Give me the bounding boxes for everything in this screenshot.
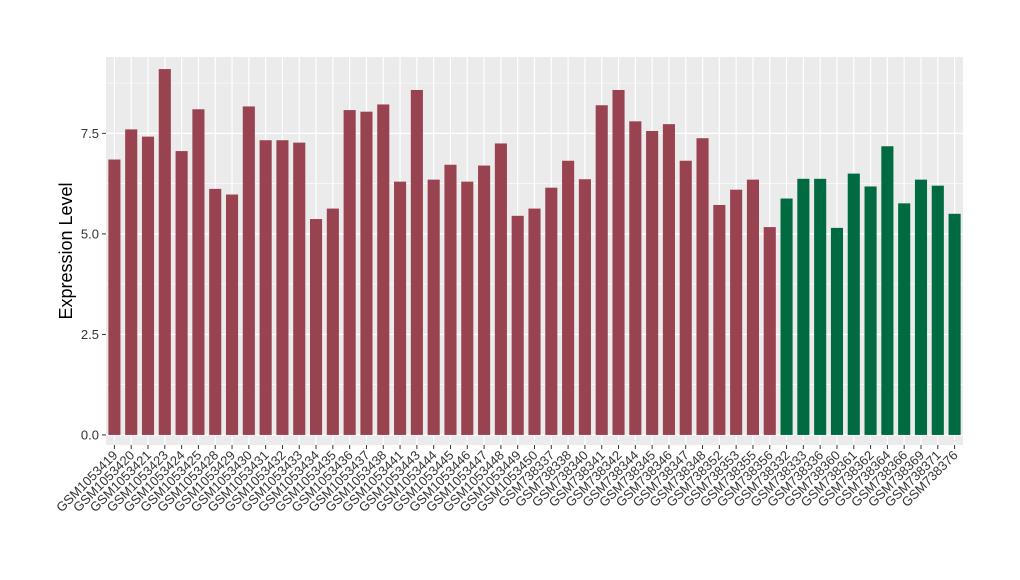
- bar: [360, 111, 373, 435]
- bar: [662, 124, 675, 435]
- bars: [108, 69, 961, 435]
- bar: [293, 142, 306, 435]
- bar: [276, 140, 289, 435]
- bar: [914, 179, 928, 435]
- y-axis: 0.0 2.5 5.0 7.5: [81, 126, 106, 442]
- bar: [427, 179, 440, 435]
- bar: [898, 203, 911, 435]
- bar: [175, 151, 188, 435]
- bar: [158, 69, 171, 435]
- bar: [444, 164, 457, 435]
- bar: [746, 179, 760, 435]
- bar: [259, 140, 272, 435]
- bar: [679, 160, 692, 435]
- bar: [612, 89, 625, 435]
- bar: [763, 227, 776, 435]
- bar: [343, 110, 356, 435]
- bar: [511, 215, 524, 435]
- y-tick-label: 7.5: [81, 126, 99, 141]
- bar: [192, 109, 205, 435]
- bar: [545, 187, 558, 435]
- bar: [646, 130, 659, 435]
- y-tick-label: 0.0: [81, 427, 99, 442]
- bar: [326, 208, 339, 435]
- bar: [377, 104, 390, 435]
- bar: [847, 173, 860, 435]
- bar: [309, 219, 323, 435]
- bar: [141, 136, 155, 435]
- bar: [797, 178, 810, 435]
- bar: [881, 146, 894, 435]
- bar: [478, 165, 491, 435]
- bar: [931, 185, 944, 435]
- bar: [394, 181, 407, 435]
- bar: [780, 198, 793, 435]
- bar: [242, 106, 255, 435]
- bar: [494, 143, 507, 435]
- bar: [108, 159, 121, 435]
- bar: [562, 160, 575, 435]
- bar: [814, 178, 827, 435]
- bar: [730, 189, 743, 435]
- bar: [864, 186, 877, 435]
- bar: [696, 138, 709, 435]
- bar: [578, 179, 591, 435]
- bar: [713, 204, 726, 435]
- bar: [629, 121, 642, 435]
- bar: [410, 89, 423, 435]
- bar: [209, 188, 222, 435]
- bar: [528, 208, 541, 435]
- x-axis: GSM1053419GSM1053420GSM1053421GSM1053423…: [53, 445, 961, 515]
- bar: [125, 129, 138, 435]
- bar: [225, 194, 239, 435]
- bar: [948, 213, 961, 435]
- bar: [595, 105, 608, 435]
- bar: [830, 227, 844, 435]
- y-axis-title: Expression Level: [56, 182, 76, 319]
- y-tick-label: 5.0: [81, 226, 99, 241]
- y-tick-label: 2.5: [81, 327, 99, 342]
- bar: [461, 181, 474, 435]
